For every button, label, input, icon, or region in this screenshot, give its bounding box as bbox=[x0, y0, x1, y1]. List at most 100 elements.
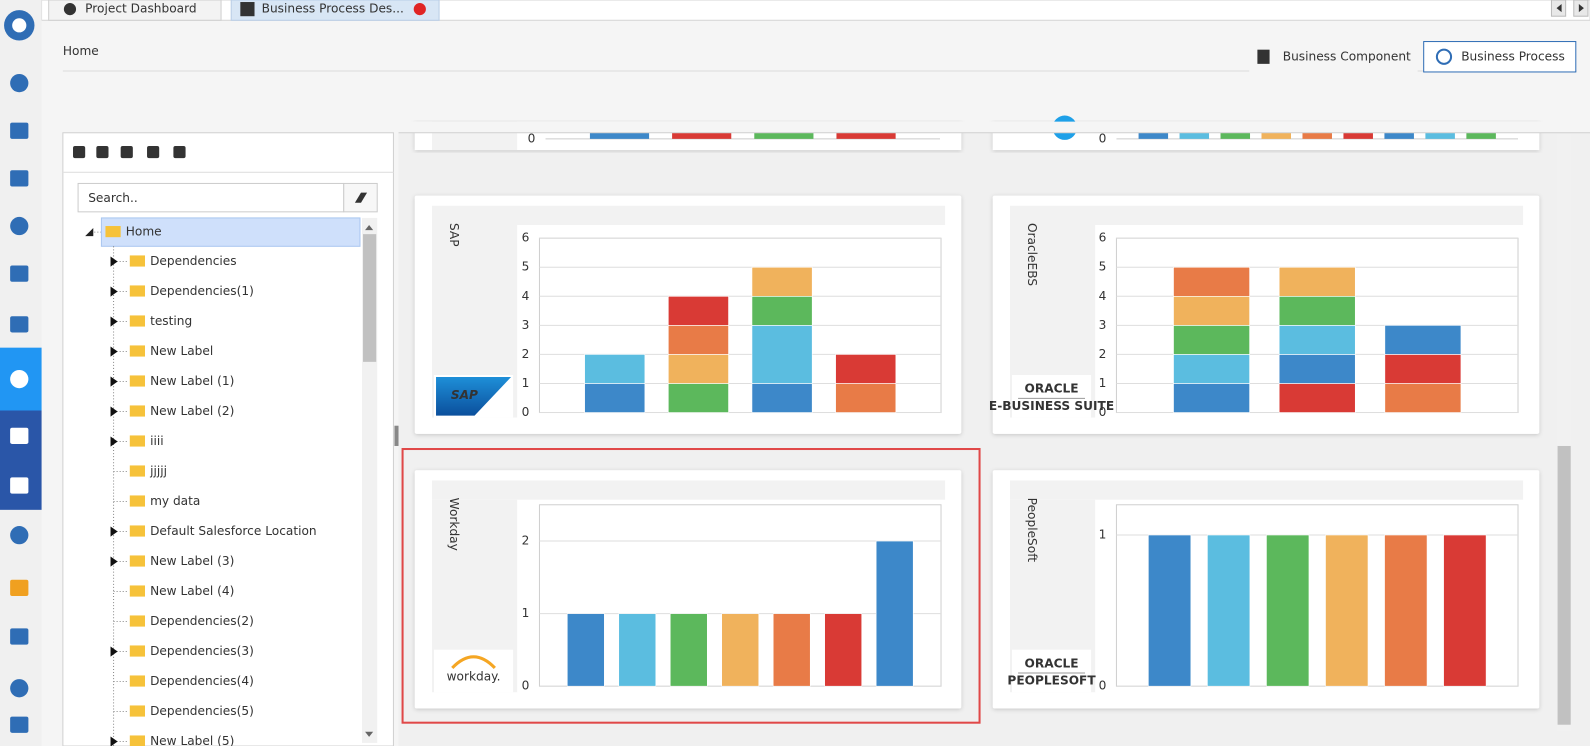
nav-icon[interactable] bbox=[10, 316, 29, 333]
bar-stub bbox=[1261, 132, 1292, 139]
tab[interactable] bbox=[48, 0, 222, 21]
expand-icon[interactable] bbox=[110, 736, 118, 746]
tree-label[interactable]: New Label (2) bbox=[150, 404, 234, 418]
tree-label[interactable]: New Label bbox=[150, 344, 213, 358]
tree-label[interactable]: New Label (4) bbox=[150, 584, 234, 598]
toolbar-icon[interactable] bbox=[120, 145, 133, 159]
bar-stub bbox=[1138, 132, 1169, 139]
tab-active[interactable] bbox=[230, 0, 440, 21]
expand-icon[interactable] bbox=[110, 316, 118, 327]
bar-segment bbox=[566, 613, 605, 687]
bar-stub bbox=[1466, 132, 1496, 139]
close-icon[interactable] bbox=[413, 3, 426, 16]
toolbar-icon[interactable] bbox=[173, 145, 186, 159]
nav-icon[interactable] bbox=[10, 369, 29, 389]
scrollbar-thumb[interactable] bbox=[1557, 445, 1571, 725]
tab-icon bbox=[240, 2, 255, 17]
nav-icon[interactable] bbox=[10, 628, 29, 645]
scrollbar-thumb[interactable] bbox=[363, 234, 377, 362]
bar-stub bbox=[1302, 132, 1332, 139]
chart-header bbox=[1009, 205, 1524, 226]
nav-icon[interactable] bbox=[10, 579, 29, 596]
logo-shape bbox=[436, 377, 512, 416]
y-tick-label: 1 bbox=[522, 606, 530, 620]
logo-text: ORACLE bbox=[1025, 656, 1079, 670]
bar-segment bbox=[667, 325, 729, 355]
tree-label[interactable]: Dependencies(3) bbox=[150, 644, 254, 658]
tree-label[interactable]: Dependencies(2) bbox=[150, 614, 254, 628]
bar-segment bbox=[1443, 534, 1487, 687]
tree-label[interactable]: Dependencies(5) bbox=[150, 704, 254, 718]
tree-label[interactable]: Dependencies(4) bbox=[150, 674, 254, 688]
nav-icon[interactable] bbox=[10, 216, 29, 236]
bar-segment bbox=[751, 266, 813, 297]
expand-icon[interactable] bbox=[110, 256, 118, 267]
bar-segment bbox=[835, 383, 897, 413]
highlight-frame bbox=[401, 448, 981, 724]
chart-header bbox=[431, 480, 946, 500]
nav-icon[interactable] bbox=[10, 477, 29, 494]
tree-selected[interactable] bbox=[100, 217, 361, 247]
tab-label: Project Dashboard bbox=[85, 2, 196, 16]
tree-label[interactable]: Dependencies bbox=[150, 254, 237, 268]
tree-label[interactable]: my data bbox=[150, 494, 200, 508]
y-tick-label: 0 bbox=[522, 405, 530, 419]
y-tick-label: 1 bbox=[1099, 376, 1107, 390]
bar-segment bbox=[1207, 534, 1251, 687]
logo-arc bbox=[451, 655, 496, 670]
tree-label[interactable]: New Label (3) bbox=[150, 554, 234, 568]
chart-header bbox=[431, 205, 946, 226]
button[interactable] bbox=[1249, 41, 1418, 72]
expand-icon[interactable] bbox=[110, 646, 118, 657]
nav-icon[interactable] bbox=[10, 73, 29, 93]
tree-label[interactable]: New Label (1) bbox=[150, 374, 234, 388]
tree-label[interactable]: iiii bbox=[150, 434, 164, 448]
y-tick-label: 2 bbox=[522, 534, 530, 548]
folder-icon bbox=[129, 495, 146, 507]
bar-segment bbox=[1266, 534, 1310, 687]
bar-segment bbox=[1384, 325, 1462, 355]
tree-label[interactable]: jjjjj bbox=[149, 464, 167, 478]
expand-icon[interactable] bbox=[110, 406, 118, 417]
expand-icon[interactable] bbox=[110, 376, 118, 387]
nav-icon[interactable] bbox=[10, 265, 29, 282]
chart-title: SAP bbox=[447, 223, 461, 247]
expand-icon[interactable] bbox=[110, 556, 118, 567]
bar-stub bbox=[1220, 132, 1251, 139]
y-tick-label: 2 bbox=[1099, 347, 1107, 361]
toolbar-icon[interactable] bbox=[96, 145, 109, 159]
tree-label[interactable]: New Label (5) bbox=[150, 734, 234, 746]
folder-icon bbox=[129, 555, 146, 567]
folder-icon bbox=[129, 285, 146, 297]
expand-icon[interactable] bbox=[110, 436, 118, 447]
folder-icon bbox=[129, 615, 146, 627]
folder-icon bbox=[129, 375, 146, 387]
search-input[interactable] bbox=[77, 182, 345, 213]
button-active[interactable] bbox=[1423, 41, 1577, 73]
y-tick-label: 0 bbox=[522, 679, 530, 693]
nav-icon[interactable] bbox=[10, 427, 29, 444]
toolbar-icon[interactable] bbox=[73, 145, 86, 159]
nav-icon[interactable] bbox=[10, 679, 29, 698]
nav-icon[interactable] bbox=[10, 122, 29, 139]
y-tick-label: 0 bbox=[1099, 679, 1107, 693]
toolbar-icon[interactable] bbox=[147, 145, 160, 159]
bar-segment bbox=[667, 383, 729, 413]
expand-icon[interactable] bbox=[110, 526, 118, 537]
expand-icon[interactable] bbox=[110, 346, 118, 357]
expand-icon[interactable] bbox=[110, 286, 118, 297]
tab-icon bbox=[63, 3, 77, 16]
tree-label[interactable]: Dependencies(1) bbox=[150, 284, 254, 298]
folder-icon bbox=[129, 675, 146, 687]
y-tick-label: 6 bbox=[1099, 231, 1107, 245]
tree-label[interactable]: testing bbox=[150, 314, 192, 328]
nav-icon[interactable] bbox=[10, 526, 29, 545]
nav-icon[interactable] bbox=[10, 170, 29, 187]
bar-stub bbox=[1425, 132, 1455, 139]
logo-text: ORACLE bbox=[1025, 382, 1079, 396]
tree-label[interactable]: Default Salesforce Location bbox=[150, 524, 317, 538]
scroll-arrow bbox=[365, 731, 374, 737]
nav-icon[interactable] bbox=[10, 716, 29, 733]
bar-segment bbox=[1173, 296, 1250, 326]
